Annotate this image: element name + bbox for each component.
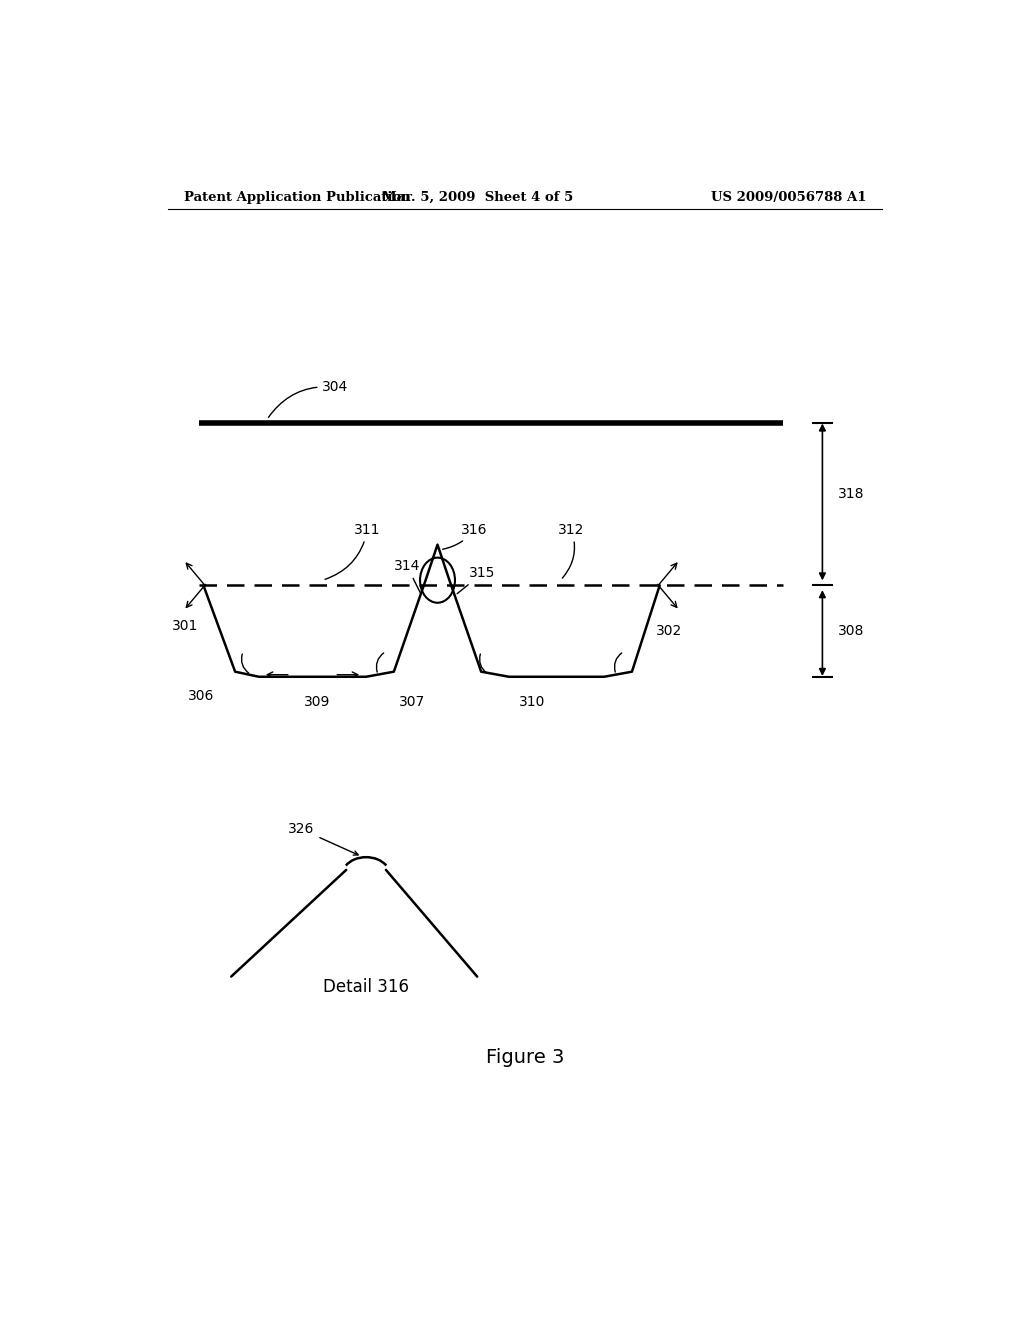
- Text: 308: 308: [839, 624, 864, 638]
- Text: 306: 306: [187, 689, 214, 704]
- Text: 326: 326: [288, 822, 358, 855]
- Text: 307: 307: [399, 696, 426, 709]
- Text: 314: 314: [394, 560, 421, 593]
- Text: 312: 312: [558, 523, 585, 578]
- Text: 310: 310: [518, 696, 545, 709]
- Text: Patent Application Publication: Patent Application Publication: [183, 190, 411, 203]
- Text: 301: 301: [172, 619, 198, 634]
- Text: Detail 316: Detail 316: [324, 978, 409, 995]
- Text: 302: 302: [655, 624, 682, 638]
- Text: 311: 311: [325, 523, 381, 579]
- Text: 309: 309: [304, 696, 331, 709]
- Text: US 2009/0056788 A1: US 2009/0056788 A1: [711, 190, 866, 203]
- Text: 315: 315: [457, 566, 496, 594]
- Text: 318: 318: [839, 487, 865, 500]
- Text: 316: 316: [442, 523, 487, 549]
- Text: 304: 304: [268, 380, 349, 417]
- Text: Figure 3: Figure 3: [485, 1048, 564, 1068]
- Text: Mar. 5, 2009  Sheet 4 of 5: Mar. 5, 2009 Sheet 4 of 5: [382, 190, 572, 203]
